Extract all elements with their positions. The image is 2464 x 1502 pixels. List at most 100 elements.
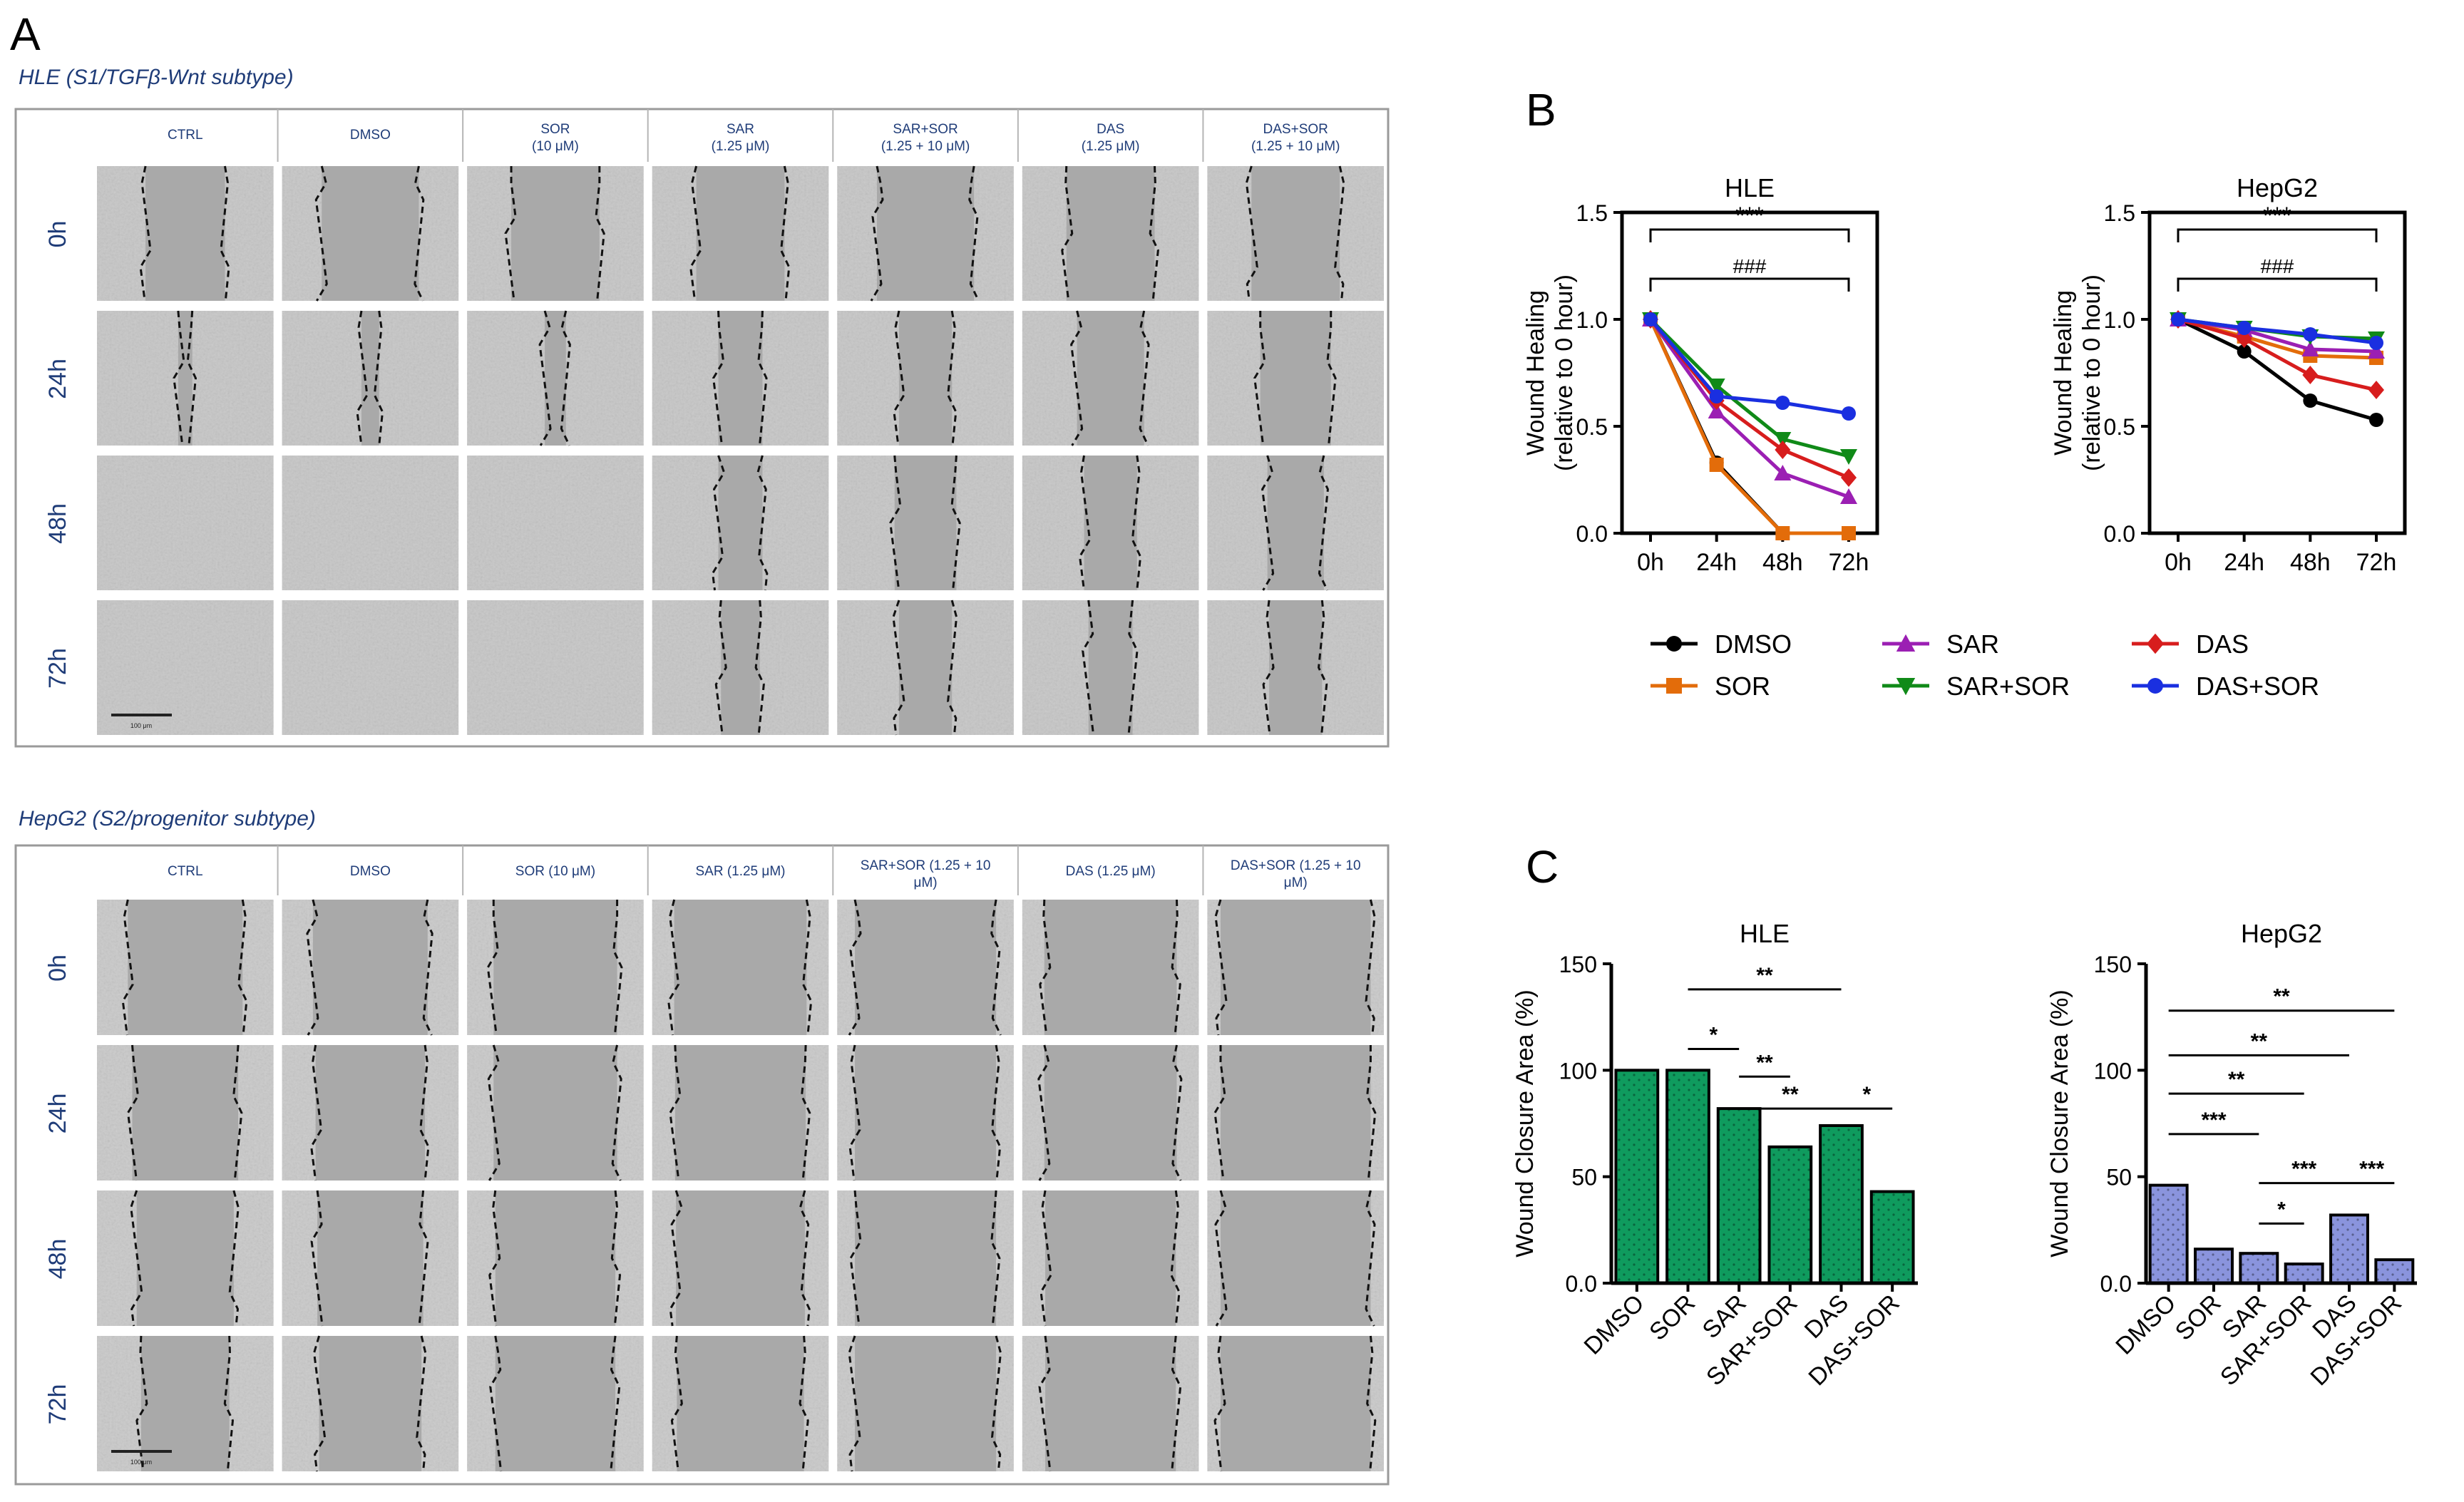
column-header: (1.25 μM) xyxy=(712,139,770,154)
micrograph-block: HLE (S1/TGFβ-Wnt subtype) CTRL DMSO SOR (10 … xyxy=(14,66,1390,748)
micrograph-tile xyxy=(282,1044,459,1181)
legend-item: SAR+SOR xyxy=(1882,672,2070,701)
chart-title: HepG2 xyxy=(2237,173,2318,202)
micrograph-tile xyxy=(1207,1045,1384,1181)
wound-gap xyxy=(495,1190,616,1326)
wound-edge-right xyxy=(1366,1335,1377,1472)
data-point xyxy=(1643,312,1658,326)
micrograph-tile xyxy=(1207,1190,1384,1327)
data-point xyxy=(2236,329,2252,348)
legend-item: DAS xyxy=(2132,629,2249,659)
wound-edge-right xyxy=(1170,1190,1181,1327)
wound-edge-left xyxy=(1037,1044,1051,1181)
bar-texture xyxy=(1616,1070,1658,1283)
wound-edge-left xyxy=(848,1335,861,1472)
x-tick-label: 72h xyxy=(1829,549,1869,576)
legend-item: DAS+SOR xyxy=(2132,672,2319,701)
wound-gap xyxy=(1088,600,1133,735)
x-tick-label: 48h xyxy=(2290,549,2331,576)
wound-edge-left xyxy=(314,165,328,302)
y-tick-label: 150 xyxy=(2094,952,2132,977)
column-header: SAR+SOR (1.25 + 10 xyxy=(861,858,991,873)
column-header: (1.25 + 10 μM) xyxy=(1251,139,1340,154)
wound-gap xyxy=(1220,900,1371,1035)
wound-edge-right xyxy=(595,166,605,302)
wound-edge-right xyxy=(1171,1044,1183,1181)
legend-label: SAR xyxy=(1946,629,1999,659)
wound-edge-right xyxy=(947,600,958,736)
significance-label: ### xyxy=(1733,255,1767,277)
plot-frame xyxy=(1620,210,1879,535)
y-tick-label: 1.5 xyxy=(1576,200,1608,226)
column-header: SOR xyxy=(540,122,570,137)
wound-gap xyxy=(721,600,760,735)
series-line xyxy=(1649,318,1849,458)
wound-edge-right xyxy=(186,310,197,446)
column-header: DAS xyxy=(1097,122,1124,137)
y-tick-label: 100 xyxy=(1559,1058,1597,1084)
y-axis-label: Wound Healing xyxy=(1522,290,1549,456)
micrograph-tile xyxy=(1022,165,1199,302)
wound-gap xyxy=(1251,166,1340,301)
micrograph-tile xyxy=(97,310,274,446)
wound-edge-right xyxy=(419,1044,430,1181)
wound-gap xyxy=(132,1045,239,1180)
micrograph-tile xyxy=(1207,899,1384,1036)
wound-edge-right xyxy=(228,1190,240,1327)
micrograph-tile xyxy=(97,456,274,590)
wound-edge-left xyxy=(126,1044,140,1181)
wound-edge-right xyxy=(237,899,248,1036)
data-point xyxy=(2368,343,2385,359)
wound-edge-left xyxy=(1038,1335,1052,1472)
cell-texture xyxy=(97,456,274,590)
wound-edge-left xyxy=(310,1044,323,1181)
wound-edge-right xyxy=(780,165,791,302)
legend-label: DAS+SOR xyxy=(2196,672,2319,701)
row-label: 72h xyxy=(44,1384,71,1425)
wound-gap xyxy=(312,900,428,1035)
micrograph-tile xyxy=(1022,1335,1199,1472)
cell-texture xyxy=(467,456,644,590)
micrograph-tile xyxy=(1207,1335,1384,1472)
micrograph-tile xyxy=(97,899,274,1036)
micrograph-tile xyxy=(837,310,1014,446)
wound-edge-right xyxy=(418,1190,429,1327)
wound-gap xyxy=(1220,1045,1371,1180)
chart-title: HepG2 xyxy=(2241,919,2322,948)
x-tick-label: 72h xyxy=(2356,549,2397,576)
data-point xyxy=(2171,312,2185,326)
micrograph-tile xyxy=(282,165,459,302)
wound-gap xyxy=(1077,311,1144,446)
y-axis-label: Wound Healing xyxy=(2050,290,2077,456)
series-line xyxy=(2177,317,2377,345)
chart-b-hle: HLE Wound Healing (relative to 0 hour) 0.0 0… xyxy=(1522,173,1879,576)
wound-gap xyxy=(493,1045,617,1180)
legend-label: SOR xyxy=(1715,672,1770,701)
series-line xyxy=(1648,318,1849,499)
micrograph-tile xyxy=(652,165,829,302)
wound-gap xyxy=(128,900,243,1035)
bar-texture xyxy=(2240,1253,2278,1283)
micrograph-tile xyxy=(467,1044,644,1181)
wound-edge-right xyxy=(373,310,384,446)
column-header: (1.25 + 10 μM) xyxy=(881,139,970,154)
wound-edge-right xyxy=(610,1190,622,1327)
wound-gap xyxy=(674,1045,806,1180)
comparison-label: ** xyxy=(2228,1068,2245,1091)
y-tick-label: 0.0 xyxy=(2100,1271,2132,1297)
wound-gap xyxy=(145,166,225,301)
wound-edge-left xyxy=(173,310,185,446)
plot-frame xyxy=(2147,210,2407,535)
scale-bar-label: 100 μm xyxy=(130,722,152,729)
micrograph-tile xyxy=(282,600,459,735)
row-label: 48h xyxy=(44,1239,71,1280)
data-point xyxy=(1775,396,1790,410)
wound-edge-right xyxy=(1171,899,1181,1036)
wound-edge-left xyxy=(667,899,680,1036)
micrograph-tile xyxy=(282,899,459,1036)
column-header: DAS (1.25 μM) xyxy=(1066,864,1156,879)
wound-edge-right xyxy=(799,1335,809,1472)
wound-edge-left xyxy=(714,600,727,736)
micrograph-tile xyxy=(467,900,644,1036)
column-header: SAR (1.25 μM) xyxy=(695,864,785,879)
